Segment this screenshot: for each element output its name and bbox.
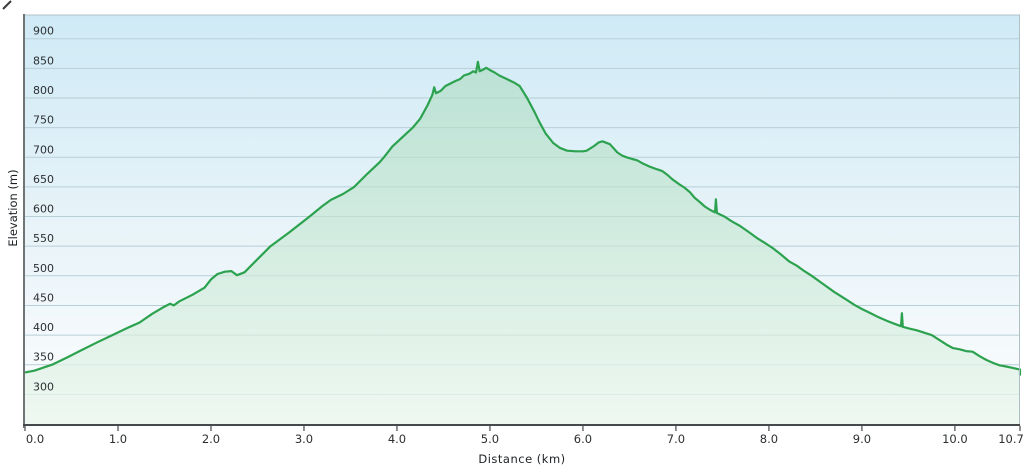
y-tick-label: 850 bbox=[33, 54, 54, 67]
x-tick-label: 3.0 bbox=[295, 432, 313, 446]
x-tick-label: 9.0 bbox=[853, 432, 871, 446]
x-tick-label: 6.0 bbox=[574, 432, 592, 446]
y-tick-label: 700 bbox=[33, 143, 54, 156]
y-tick-label: 550 bbox=[33, 232, 54, 245]
x-tick-label: 2.0 bbox=[202, 432, 220, 446]
x-tick-label: 7.0 bbox=[667, 432, 685, 446]
y-axis-title: Elevation (m) bbox=[6, 169, 20, 247]
x-tick-label: 10.0 bbox=[942, 432, 968, 446]
x-tick-label: 8.0 bbox=[760, 432, 778, 446]
x-tick-label: 0.0 bbox=[26, 432, 44, 446]
y-tick-label: 500 bbox=[33, 262, 54, 275]
y-tick-label: 800 bbox=[33, 84, 54, 97]
x-tick-label: 4.0 bbox=[388, 432, 406, 446]
x-axis-title: Distance (km) bbox=[478, 452, 566, 466]
elevation-area bbox=[25, 61, 1020, 425]
x-tick-label: 10.7 bbox=[998, 432, 1024, 446]
y-tick-label: 400 bbox=[33, 321, 54, 334]
corner-artifact bbox=[2, 0, 12, 10]
y-tick-label: 600 bbox=[33, 203, 54, 216]
y-tick-label: 350 bbox=[33, 351, 54, 364]
elevation-line bbox=[23, 60, 1022, 376]
x-tick-label: 5.0 bbox=[481, 432, 499, 446]
y-tick-label: 650 bbox=[33, 173, 54, 186]
y-tick-label: 750 bbox=[33, 114, 54, 127]
y-tick-label: 450 bbox=[33, 291, 54, 304]
y-tick-label: 300 bbox=[33, 380, 54, 393]
x-tick-label: 1.0 bbox=[109, 432, 127, 446]
y-tick-label: 900 bbox=[33, 25, 54, 38]
